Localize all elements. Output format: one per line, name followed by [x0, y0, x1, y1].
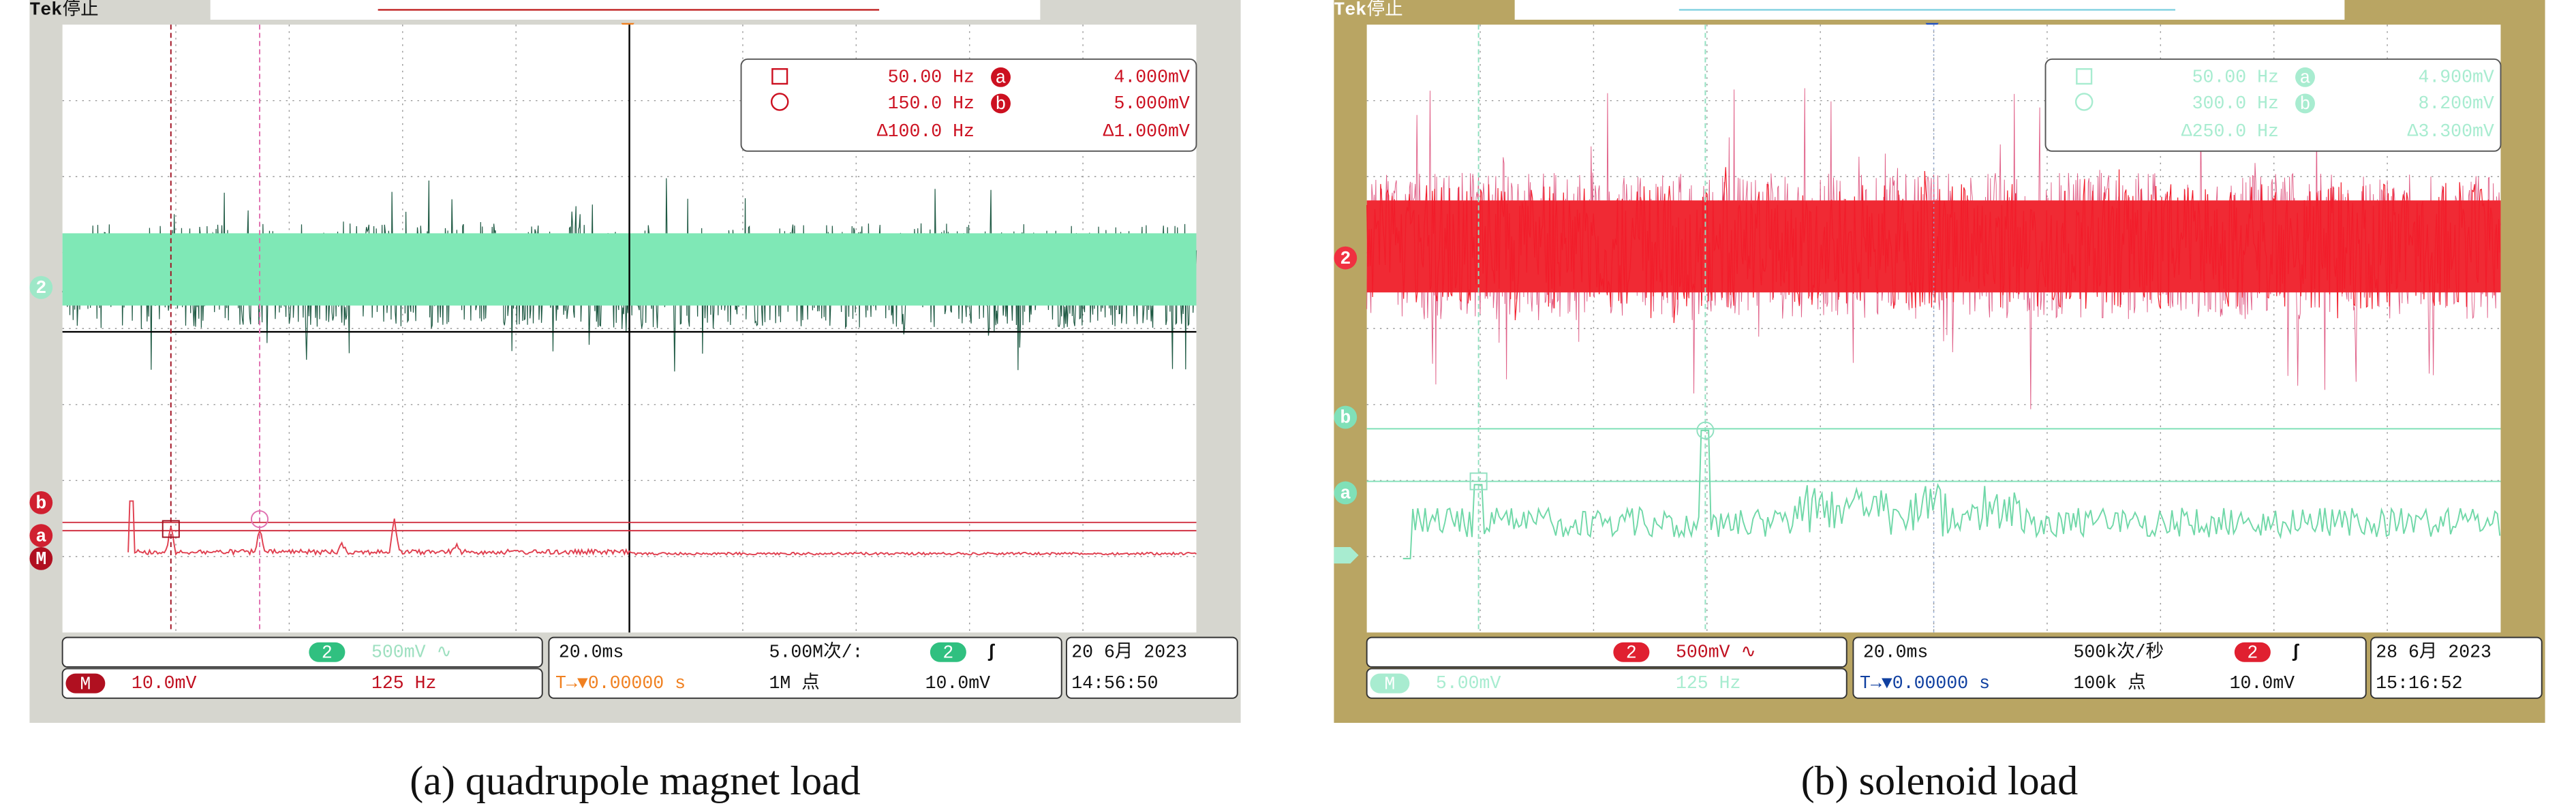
caption: (b) solenoid load: [1800, 758, 2079, 803]
status-text: T→▼0.00000 s: [1860, 673, 1990, 694]
channel-marker-label: b: [35, 493, 46, 514]
readout-value: 4.900mV: [2418, 67, 2494, 87]
status-box: [1366, 636, 1847, 668]
status-text: 500mV ∿: [371, 642, 452, 662]
readout-value: 4.000mV: [1114, 67, 1189, 87]
run-status: 停止: [1367, 0, 1403, 20]
readout-value: 5.000mV: [1114, 93, 1189, 114]
readout-chip: [991, 93, 1011, 114]
readout-value: 300.0 Hz: [2192, 93, 2279, 114]
status-text: 1M 点: [769, 672, 820, 694]
trigger-chip: [2234, 642, 2271, 662]
readout-value: Δ3.300mV: [2408, 121, 2494, 142]
channel-marker-label: 2: [35, 278, 46, 298]
status-text: 20.0ms: [559, 642, 624, 662]
status-text: 10.0mV: [132, 673, 197, 694]
cursor-marker: [1696, 421, 1715, 439]
status-text: 10.0mV: [925, 673, 991, 694]
math-chip: [1370, 673, 1410, 694]
status-box: [61, 636, 543, 668]
channel-marker-label: a: [1340, 484, 1351, 504]
status-text: 15:16:52: [2376, 673, 2462, 694]
readout-value: 8.200mV: [2418, 93, 2494, 114]
readout-chip-label: b: [2300, 94, 2311, 114]
math-chip-label: M: [1384, 674, 1395, 694]
status-box: [61, 668, 543, 699]
spectrum-trace: [127, 500, 1197, 557]
run-status: 停止: [63, 0, 99, 20]
status-text: 14:56:50: [1071, 673, 1158, 694]
status-text: T→▼0.00000 s: [555, 673, 686, 694]
channel-marker: [29, 491, 53, 514]
brand: Tek: [29, 0, 62, 20]
status-text: 125 Hz: [371, 673, 436, 694]
status-text: ʃ: [986, 642, 997, 662]
trigger-chip-label: 2: [2247, 643, 2258, 664]
readout-square: [2076, 68, 2093, 85]
math-chip-label: M: [80, 674, 91, 694]
scope-panel: Tek 停止 2 b a M 50.00 Hz 150.0 Hz a b 4.000mV 5.000m…: [29, 0, 1241, 723]
readout-square: [771, 68, 788, 85]
channel-marker: [29, 276, 53, 299]
trigger-chip-label: 2: [942, 643, 953, 664]
readout-chip: [991, 67, 1011, 87]
readout-value: Δ100.0 Hz: [877, 121, 975, 142]
channel-marker: [29, 524, 53, 547]
cursor-marker: [162, 520, 180, 538]
spectrum-trace: [1402, 429, 2501, 559]
readout-circle: [770, 93, 789, 111]
channel-marker: [29, 546, 53, 570]
readout-value: 50.00 Hz: [888, 67, 975, 87]
cursor-marker: [1469, 472, 1488, 491]
status-box: [2370, 636, 2543, 699]
status-box: [1366, 668, 1847, 699]
status-text: 20.0ms: [1863, 642, 1928, 662]
channel-marker: [1334, 481, 1358, 505]
channel-marker: [1334, 405, 1358, 429]
status-box: [1066, 636, 1238, 699]
status-text: 500mV ∿: [1676, 642, 1756, 662]
brand: Tek: [1334, 0, 1366, 20]
caption: (a) quadrupole magnet load: [410, 758, 861, 803]
channel-marker: [1334, 246, 1358, 270]
status-text: 5.00mV: [1436, 673, 1501, 694]
status-text: 5.00M次/:: [769, 641, 863, 662]
channel-chip-label: 2: [322, 643, 333, 664]
readout-chip-label: a: [2300, 68, 2311, 89]
readout-chip-label: a: [996, 68, 1007, 89]
channel-marker-label: 2: [1340, 249, 1351, 269]
channel-marker-label: a: [35, 526, 46, 546]
math-marker: [1334, 546, 1359, 564]
trigger-chip: [930, 642, 966, 662]
status-text: 20 6月 2023: [1071, 642, 1187, 662]
readout-circle: [2074, 93, 2094, 111]
readout-value: Δ250.0 Hz: [2181, 121, 2279, 142]
status-text: 28 6月 2023: [2376, 642, 2491, 662]
status-text: 100k 点: [2074, 672, 2146, 694]
channel-chip-label: 2: [1626, 643, 1637, 664]
channel-marker-label: b: [1340, 408, 1351, 429]
channel-chip: [1613, 642, 1650, 662]
status-text: 125 Hz: [1676, 673, 1741, 694]
readout-chip: [2295, 67, 2315, 87]
scope-panel: Tek 停止 2 b a 50.00 Hz 300.0 Hz a b 4.900mV 8.200mV…: [1334, 0, 2545, 723]
channel-marker-label: M: [35, 549, 46, 570]
channel-chip: [309, 642, 346, 662]
status-text: 10.0mV: [2230, 673, 2295, 694]
math-chip: [65, 673, 106, 694]
readout-box: [2044, 58, 2502, 152]
readout-chip-label: b: [996, 94, 1007, 114]
readout-value: 50.00 Hz: [2192, 67, 2279, 87]
cursor-marker: [250, 510, 269, 529]
status-text: ʃ: [2290, 642, 2301, 662]
readout-box: [740, 58, 1197, 152]
readout-chip: [2295, 93, 2315, 114]
readout-value: Δ1.000mV: [1103, 121, 1190, 142]
status-text: 500k次/秒: [2074, 641, 2164, 662]
readout-value: 150.0 Hz: [888, 93, 975, 114]
